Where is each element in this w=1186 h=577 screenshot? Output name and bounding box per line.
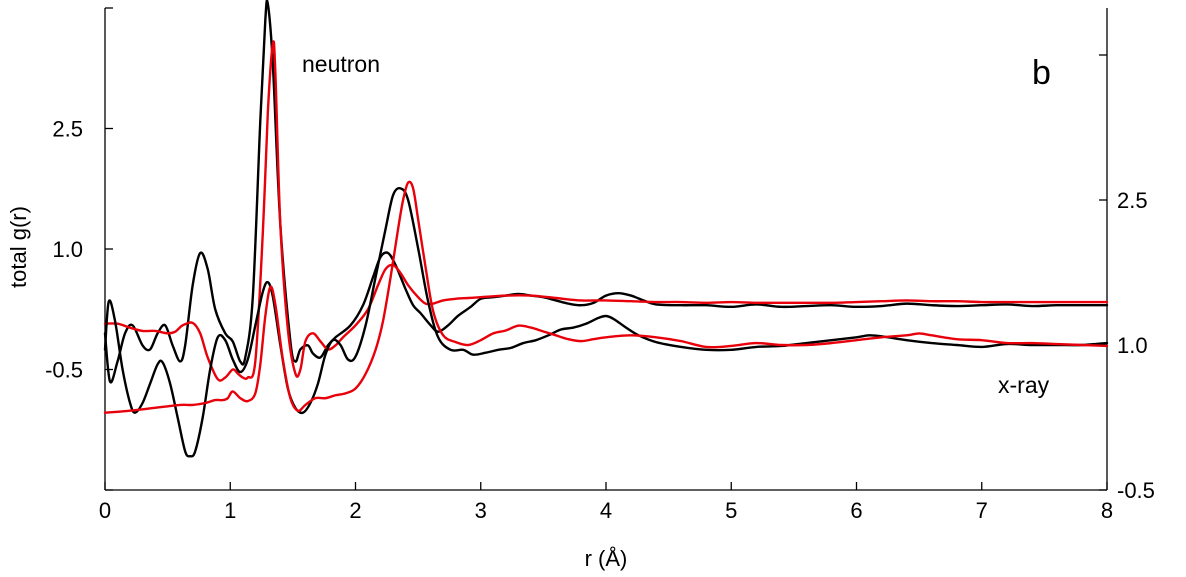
x-tick-label: 0 — [99, 498, 111, 523]
x-tick-label: 8 — [1101, 498, 1113, 523]
x-tick-label: 1 — [224, 498, 236, 523]
x-tick-label: 3 — [475, 498, 487, 523]
x-tick-label: 2 — [349, 498, 361, 523]
left-y-tick-label: -0.5 — [45, 358, 83, 383]
xray-red-curve — [103, 180, 1109, 414]
series-layer — [103, 0, 1109, 458]
xray-annotation: x-ray — [998, 372, 1050, 398]
x-tick-label: 5 — [725, 498, 737, 523]
left-y-tick-label: 2.5 — [52, 117, 83, 142]
ticks: 0 1 2 3 4 5 6 7 8-0.51.02.5-0.51.02.5 — [45, 7, 1155, 523]
neutron-red-curve — [103, 40, 1109, 382]
right-y-tick-label: 1.0 — [1117, 333, 1148, 358]
right-y-tick-label: -0.5 — [1117, 478, 1155, 503]
right-y-tick-label: 2.5 — [1117, 188, 1148, 213]
x-tick-label: 7 — [976, 498, 988, 523]
y-axis-title-left: total g(r) — [6, 206, 31, 288]
left-y-tick-label: 1.0 — [52, 237, 83, 262]
neutron-annotation: neutron — [302, 51, 380, 77]
x-tick-label: 6 — [850, 498, 862, 523]
panel-letter: b — [1032, 54, 1051, 92]
x-axis-title: r (Å) — [585, 546, 628, 571]
x-tick-label: 4 — [600, 498, 612, 523]
